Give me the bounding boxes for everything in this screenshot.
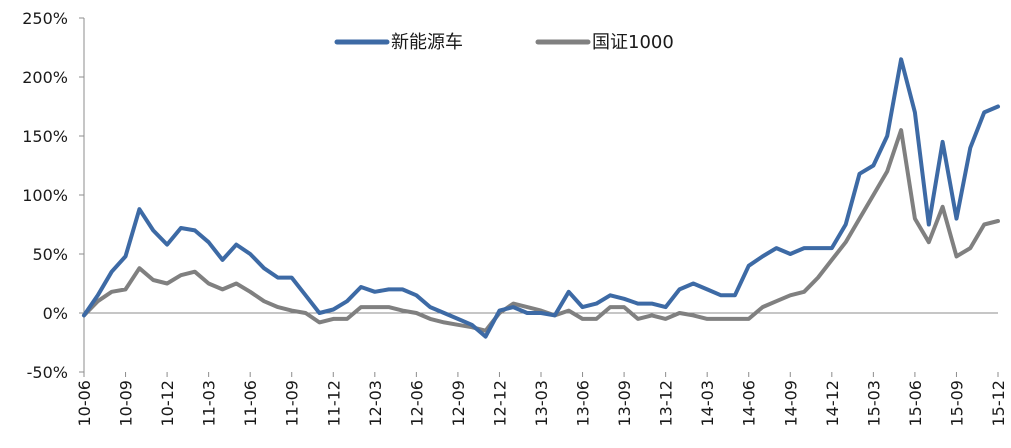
x-tick-label: 12-09 [449, 380, 468, 427]
x-tick-label: 11-03 [200, 380, 219, 427]
x-tick-label: 13-09 [615, 380, 634, 427]
x-tick-label: 13-03 [532, 380, 551, 427]
x-tick-label: 14-03 [698, 380, 717, 427]
x-tick-label: 12-12 [490, 380, 509, 427]
x-tick-label: 14-09 [781, 380, 800, 427]
x-tick-label: 15-09 [947, 380, 966, 427]
x-tick-label: 14-12 [823, 380, 842, 427]
legend-label: 国证1000 [592, 32, 674, 53]
x-tick-label: 13-06 [574, 380, 593, 427]
y-tick-label: 0% [43, 304, 68, 323]
x-tick-label: 15-12 [989, 380, 1008, 427]
y-tick-label: 200% [22, 68, 68, 87]
x-tick-label: 14-06 [740, 380, 759, 427]
x-tick-label: 11-09 [283, 380, 302, 427]
y-tick-label: 100% [22, 186, 68, 205]
x-tick-label: 11-06 [241, 380, 260, 427]
y-axis-tick-labels: -50% 0% 50% 100% 150% 200% 250% [22, 9, 68, 382]
x-tick-label: 10-09 [117, 380, 136, 427]
x-tick-label: 10-12 [158, 380, 177, 427]
x-tick-label: 15-03 [864, 380, 883, 427]
legend-label: 新能源车 [391, 32, 463, 53]
y-tick-label: 150% [22, 127, 68, 146]
x-tick-label: 13-12 [657, 380, 676, 427]
series-line [82, 128, 1000, 333]
x-axis-tick-labels: 10-06 10-09 10-12 11-03 11-06 11-09 11-12 12-03… [75, 380, 1008, 427]
y-tick-label: 50% [32, 245, 68, 264]
x-tick-label: 12-03 [366, 380, 385, 427]
legend: 新能源车 国证1000 [334, 32, 674, 53]
x-tick-label: 12-06 [407, 380, 426, 427]
x-tick-label: 11-12 [324, 380, 343, 427]
series-line [82, 57, 1000, 339]
series-lines [82, 57, 1000, 339]
x-tick-label: 10-06 [75, 380, 94, 427]
y-tick-label: -50% [27, 363, 68, 382]
axes [79, 17, 999, 377]
x-tick-label: 15-06 [906, 380, 925, 427]
y-tick-label: 250% [22, 9, 68, 28]
